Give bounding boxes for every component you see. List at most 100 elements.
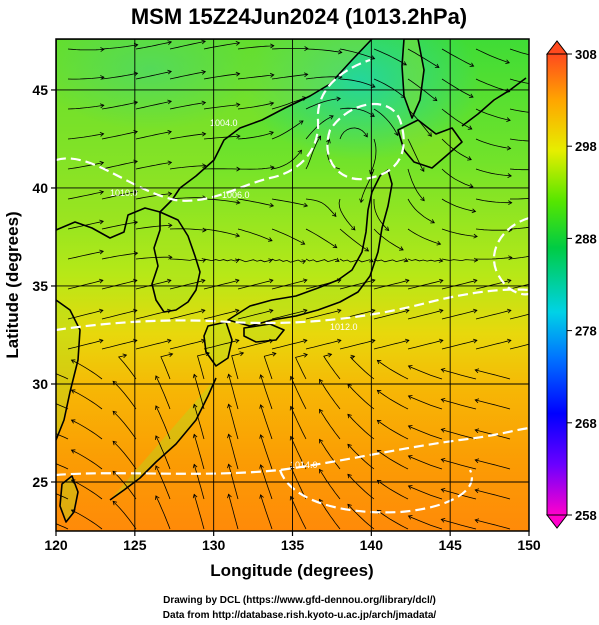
streamline-201 bbox=[408, 425, 443, 440]
streamline-arrowhead-58 bbox=[202, 227, 207, 233]
streamline-227 bbox=[510, 198, 529, 200]
streamline-142 bbox=[338, 198, 356, 231]
streamline-arrowhead-70 bbox=[235, 71, 241, 77]
streamline-arrowhead-202 bbox=[407, 455, 413, 460]
streamline-106 bbox=[271, 120, 304, 140]
streamline-arrowhead-12 bbox=[35, 365, 39, 369]
streamline-87 bbox=[237, 74, 274, 80]
isobar-label-1014: 1014.0 bbox=[290, 460, 318, 470]
streamline-95 bbox=[237, 309, 273, 320]
colorbar-tick-label-258: 258 bbox=[575, 508, 597, 523]
streamline-63 bbox=[160, 353, 173, 380]
streamline-arrowhead-102 bbox=[227, 493, 232, 499]
streamline-12 bbox=[56, 373, 69, 380]
streamline-128 bbox=[305, 279, 341, 290]
cool-region-northwest bbox=[56, 39, 260, 130]
streamline-arrowhead-9 bbox=[98, 278, 104, 284]
isobar-contour-north bbox=[56, 58, 371, 202]
streamline-arrowhead-191 bbox=[467, 156, 472, 161]
streamline-arrowhead-10 bbox=[98, 308, 104, 314]
streamline-arrowhead-6 bbox=[99, 190, 105, 195]
streamline-arrowhead-74 bbox=[235, 199, 241, 205]
streamline-arrowhead-201 bbox=[407, 425, 413, 430]
streamline-arrowhead-65 bbox=[155, 405, 160, 410]
streamline-arrowhead-181 bbox=[438, 338, 444, 344]
streamline-62 bbox=[169, 339, 205, 350]
x-tick-label-120: 120 bbox=[44, 537, 68, 553]
streamline-105 bbox=[271, 97, 307, 110]
isobar-label-1006: 1006.0 bbox=[222, 190, 250, 200]
streamline-49 bbox=[112, 441, 137, 470]
streamline-18 bbox=[101, 44, 138, 50]
streamline-76 bbox=[203, 258, 239, 262]
streamline-arrowhead-189 bbox=[468, 93, 474, 98]
streamline-64 bbox=[155, 375, 171, 410]
streamline-152 bbox=[319, 469, 341, 500]
streamline-arrowhead-29 bbox=[70, 359, 76, 364]
credit-drawing: Drawing by DCL (https://www.gfd-dennou.o… bbox=[163, 595, 436, 606]
streamline-181 bbox=[407, 339, 443, 350]
streamline-arrowhead-155 bbox=[400, 93, 406, 98]
streamline-148 bbox=[323, 353, 341, 380]
streamline-arrowhead-66 bbox=[155, 435, 160, 440]
streamline-88 bbox=[237, 102, 274, 110]
streamline-212 bbox=[475, 257, 512, 260]
streamline-198 bbox=[441, 339, 477, 350]
streamline-arrowhead-111 bbox=[302, 278, 308, 284]
streamline-arrowhead-1 bbox=[100, 47, 105, 52]
streamline-22 bbox=[101, 160, 138, 170]
streamline-98 bbox=[228, 374, 239, 410]
y-tick-label-25: 25 bbox=[32, 474, 48, 490]
colorbar-tick-label-308: 308 bbox=[575, 47, 597, 62]
streamline-102 bbox=[228, 494, 239, 530]
streamline-230 bbox=[509, 283, 529, 290]
streamline-arrowhead-114 bbox=[271, 351, 277, 357]
colorbar: 258 268 278 288 298 308 bbox=[545, 40, 597, 529]
streamline-arrowhead-226 bbox=[542, 167, 546, 171]
grid-lines bbox=[56, 39, 529, 531]
streamline-108 bbox=[271, 198, 308, 207]
streamline-72 bbox=[203, 135, 240, 140]
streamline-arrowhead-109 bbox=[300, 240, 306, 245]
streamline-arrowhead-125 bbox=[331, 212, 337, 217]
streamline-207 bbox=[475, 108, 511, 121]
streamline-89 bbox=[237, 131, 274, 140]
streamline-127 bbox=[305, 258, 340, 263]
coastline-kyushu bbox=[203, 321, 233, 367]
streamline-arrowhead-128 bbox=[336, 278, 342, 284]
streamline-27 bbox=[101, 309, 137, 320]
x-axis: 120 125 130 135 140 145 150 bbox=[44, 531, 541, 553]
streamline-114 bbox=[263, 353, 276, 380]
streamline-arrowhead-93 bbox=[268, 258, 273, 263]
streamline-arrowhead-104 bbox=[303, 72, 309, 78]
streamline-arrowhead-223 bbox=[542, 83, 546, 87]
streamline-79 bbox=[203, 339, 239, 350]
streamline-arrowhead-230 bbox=[541, 279, 545, 283]
streamline-183 bbox=[377, 389, 409, 410]
streamline-arrowhead-130 bbox=[336, 338, 342, 344]
streamline-167 bbox=[347, 414, 375, 440]
cool-region-northeast bbox=[240, 39, 480, 160]
x-tick-label-140: 140 bbox=[360, 537, 384, 553]
streamline-arrowhead-219 bbox=[440, 458, 446, 463]
streamline-arrowhead-119 bbox=[259, 494, 264, 499]
streamline-117 bbox=[260, 434, 273, 470]
isobar-label-1012: 1012.0 bbox=[330, 322, 358, 332]
streamline-arrowhead-8 bbox=[99, 249, 104, 255]
streamline-arrowhead-217 bbox=[440, 398, 446, 403]
streamline-5 bbox=[67, 162, 104, 170]
streamline-arrowhead-103 bbox=[304, 46, 309, 51]
streamline-125 bbox=[305, 198, 337, 217]
isobar-contour-labels: 1004.0 1006.0 1010.0 1012.0 1014.0 bbox=[110, 118, 358, 470]
streamline-16 bbox=[56, 493, 69, 500]
streamline-arrowhead-51 bbox=[112, 500, 118, 506]
streamline-arrowhead-63 bbox=[168, 352, 174, 357]
streamline-arrowhead-198 bbox=[472, 338, 478, 344]
x-tick-label-150: 150 bbox=[517, 537, 541, 553]
streamline-arrowhead-11 bbox=[98, 338, 104, 344]
colorbar-tick-label-278: 278 bbox=[575, 324, 597, 339]
streamline-218 bbox=[441, 429, 477, 440]
coastline-ryukyu bbox=[109, 377, 217, 501]
streamline-182 bbox=[377, 359, 409, 380]
streamline-42 bbox=[135, 256, 172, 260]
